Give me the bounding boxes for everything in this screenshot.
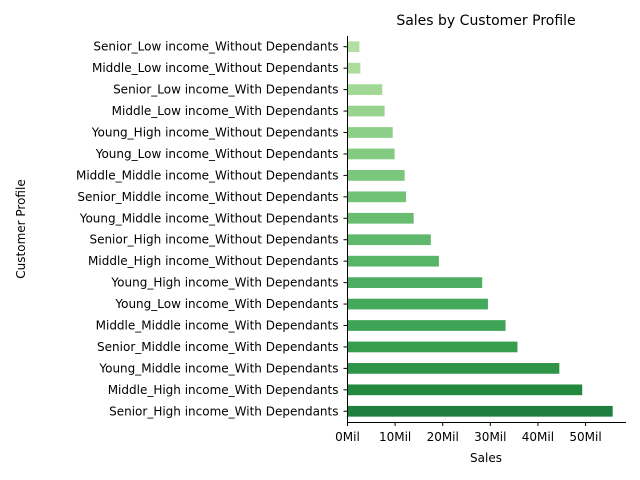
- x-ticks: 0Mil 10Mil 20Mil 30Mil 40Mil 50Mil: [335, 422, 602, 444]
- x-tick-label: 10Mil: [379, 430, 411, 444]
- y-tick-label: Young_High income_With Dependants: [110, 276, 338, 290]
- x-tick-label: 30Mil: [474, 430, 506, 444]
- y-axis-title: Customer Profile: [14, 179, 28, 278]
- y-tick-label: Young_High income_Without Dependants: [91, 126, 339, 140]
- y-tick-label: Middle_Middle income_With Dependants: [96, 319, 339, 333]
- bar: [347, 255, 439, 267]
- chart-title: Sales by Customer Profile: [396, 13, 575, 29]
- bar: [347, 62, 361, 74]
- x-tick-label: 40Mil: [522, 430, 554, 444]
- bar: [347, 384, 583, 396]
- bar: [347, 170, 405, 181]
- bar: [347, 234, 431, 246]
- y-tick-label: Young_Low income_Without Dependants: [95, 147, 339, 161]
- bar: [347, 127, 393, 138]
- bar: [347, 405, 613, 417]
- y-tick-label: Senior_Low income_With Dependants: [113, 83, 338, 97]
- y-tick-label: Young_Middle income_Without Dependants: [79, 211, 339, 225]
- bar: [347, 320, 506, 331]
- bar: [347, 277, 483, 288]
- y-tick-label: Young_Low income_With Dependants: [114, 297, 338, 311]
- y-tick-label: Senior_Middle income_With Dependants: [97, 340, 338, 354]
- bar: [347, 191, 407, 203]
- y-tick-label: Middle_Low income_Without Dependants: [92, 61, 339, 75]
- bar: [347, 212, 414, 224]
- y-tick-label: Senior_High income_With Dependants: [109, 404, 338, 418]
- bar: [347, 363, 560, 374]
- bar: [347, 41, 360, 53]
- bar: [347, 84, 383, 95]
- x-axis-title: Sales: [470, 451, 502, 465]
- y-tick-label: Middle_High income_Without Dependants: [88, 254, 338, 268]
- bar: [347, 105, 385, 117]
- y-tick-label: Senior_Low income_Without Dependants: [93, 40, 338, 54]
- x-tick-label: 20Mil: [427, 430, 459, 444]
- bar: [347, 298, 488, 310]
- y-tick-label: Middle_Low income_With Dependants: [112, 104, 339, 118]
- y-tick-label: Middle_High income_With Dependants: [108, 383, 339, 397]
- y-tick-label: Senior_High income_Without Dependants: [89, 233, 338, 247]
- y-tick-label: Middle_Middle income_Without Dependants: [76, 168, 339, 182]
- x-tick-label: 50Mil: [569, 430, 601, 444]
- x-tick-label: 0Mil: [335, 430, 360, 444]
- y-tick-label: Senior_Middle income_Without Dependants: [77, 190, 338, 204]
- bar: [347, 148, 395, 160]
- bars-group: [347, 41, 613, 417]
- y-tick-labels: Senior_High income_With Dependants Middle…: [76, 40, 348, 418]
- bar: [347, 341, 518, 353]
- y-tick-label: Young_Middle income_With Dependants: [98, 361, 338, 375]
